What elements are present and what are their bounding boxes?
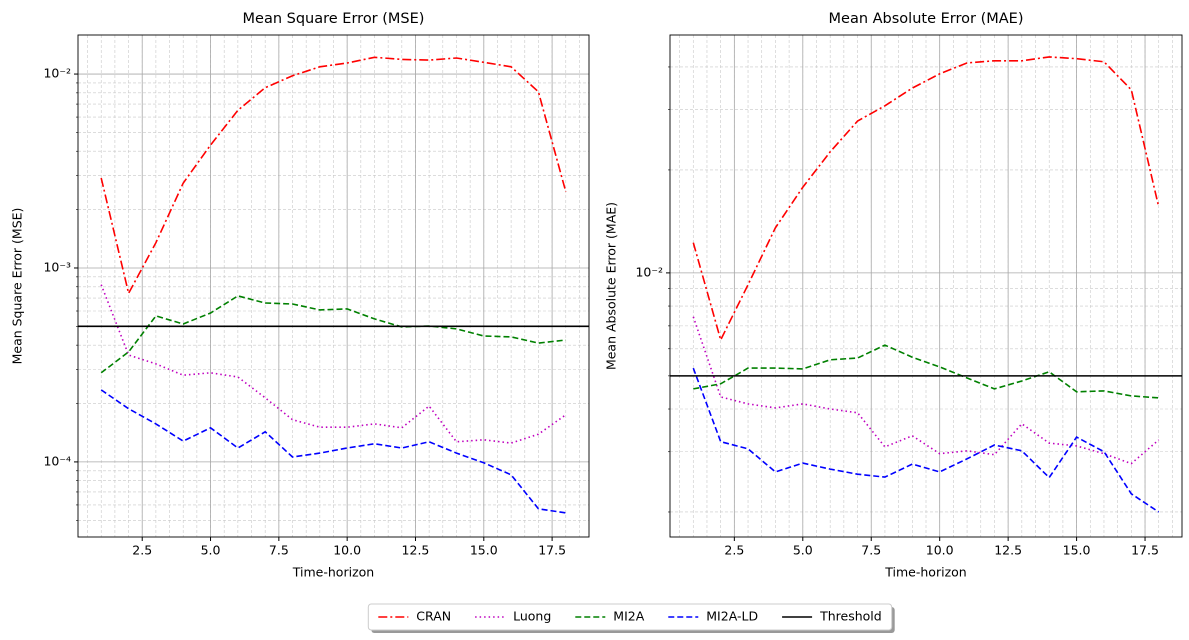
series-line: [693, 344, 1159, 399]
y-axis-label: Mean Square Error (MSE): [10, 208, 25, 365]
chart-title: Mean Square Error (MSE): [243, 11, 425, 27]
legend-label: MI2A-LD: [706, 609, 758, 624]
series-line: [100, 56, 567, 296]
x-tick-label: 12.5: [994, 543, 1022, 558]
chart-title: Mean Absolute Error (MAE): [829, 11, 1024, 27]
series-line: [100, 284, 567, 444]
axes-frame: [669, 34, 1183, 538]
legend-label: CRAN: [416, 609, 451, 624]
x-tick-label: 15.0: [1063, 543, 1091, 558]
y-tick-label: 10⁻³: [43, 259, 71, 274]
x-tick-label: 12.5: [402, 543, 430, 558]
x-axis-label: Time-horizon: [884, 565, 966, 580]
x-tick-label: 2.5: [724, 543, 744, 558]
series-line: [692, 316, 1160, 465]
series-line: [100, 389, 566, 514]
x-tick-label: 10.0: [926, 543, 954, 558]
y-tick-label: 10⁻⁴: [43, 453, 71, 468]
x-tick-label: 7.5: [861, 543, 881, 558]
y-axis-label: Mean Absolute Error (MAE): [604, 202, 619, 370]
x-tick-label: 15.0: [470, 543, 498, 558]
x-tick-label: 17.5: [1131, 543, 1159, 558]
x-tick-label: 5.0: [201, 543, 221, 558]
series-line: [100, 295, 566, 374]
legend-label: Threshold: [819, 609, 882, 624]
axes: 2.5 5.0 7.5 10.0 12.5 15.0 17.5 10⁻² 10⁻³ 10⁻⁴ Mea…: [10, 11, 590, 580]
x-tick-label: 2.5: [132, 543, 152, 558]
axes-frame: [77, 34, 590, 538]
x-tick-label: 5.0: [793, 543, 813, 558]
legend-label: MI2A: [613, 609, 644, 624]
x-tick-label: 10.0: [333, 543, 361, 558]
series-line: [692, 367, 1160, 513]
y-tick-label: 10⁻²: [635, 264, 663, 279]
series-line: [692, 56, 1160, 343]
y-tick-label: 10⁻²: [43, 66, 71, 81]
legend: CRAN Luong MI2A MI2A-LD Threshold: [367, 603, 895, 633]
axes: 2.5 5.0 7.5 10.0 12.5 15.0 17.5 10⁻² Mean Absolu…: [604, 11, 1183, 580]
legend-frame: [367, 603, 893, 631]
x-tick-label: 17.5: [538, 543, 566, 558]
x-tick-label: 7.5: [269, 543, 289, 558]
x-axis-label: Time-horizon: [292, 565, 374, 580]
legend-label: Luong: [513, 609, 551, 624]
